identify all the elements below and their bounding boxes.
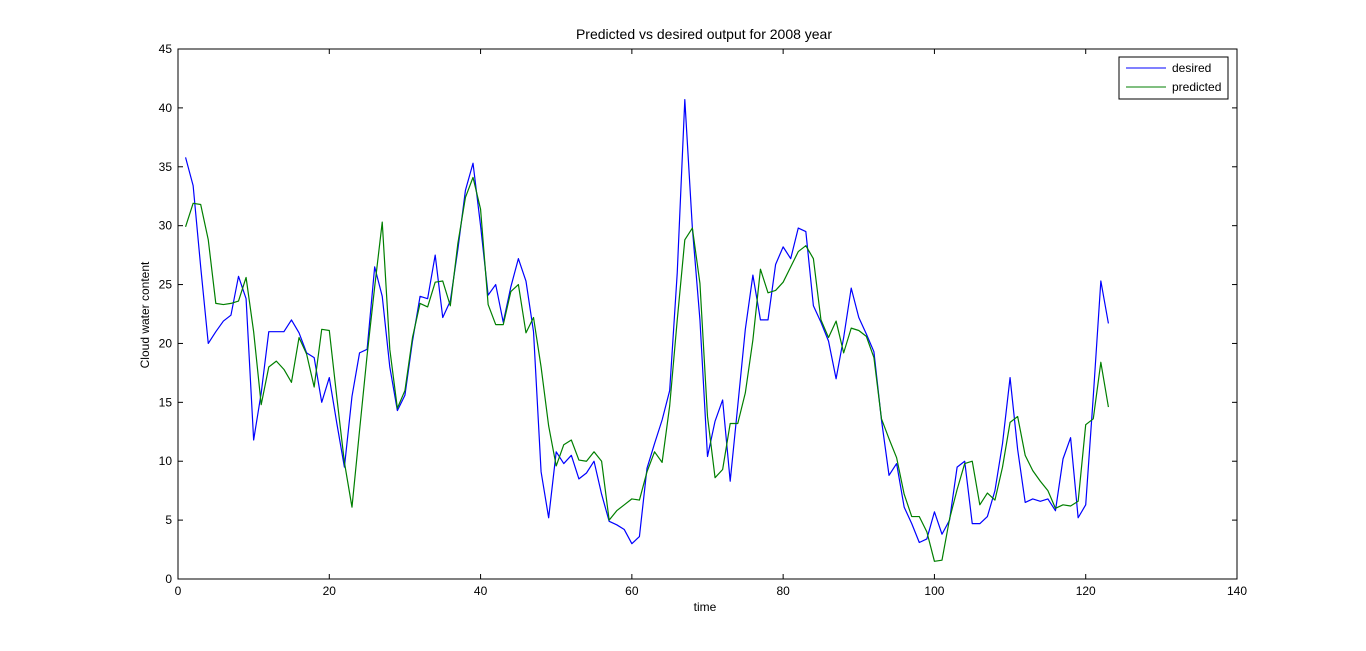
y-tick-label: 0	[165, 572, 172, 586]
y-tick-label: 30	[159, 219, 173, 233]
x-tick-label: 120	[1076, 584, 1096, 598]
y-tick-label: 20	[159, 336, 173, 350]
y-tick-label: 35	[159, 160, 173, 174]
chart-title: Predicted vs desired output for 2008 yea…	[576, 26, 832, 42]
y-tick-label: 15	[159, 395, 173, 409]
y-tick-label: 45	[159, 42, 173, 56]
series-lines	[184, 99, 1110, 562]
y-tick-label: 5	[165, 513, 172, 527]
y-axis-label: Cloud water content	[138, 261, 152, 368]
legend-label-desired: desired	[1172, 61, 1211, 75]
plot-frame	[177, 48, 1238, 580]
legend: desired predicted	[1118, 56, 1229, 100]
legend-label-predicted: predicted	[1172, 80, 1221, 94]
y-tick-label: 25	[159, 278, 173, 292]
x-tick-label: 100	[924, 584, 944, 598]
x-tick-label: 80	[776, 584, 790, 598]
x-tick-label: 140	[1227, 584, 1247, 598]
y-tick-label: 40	[159, 101, 173, 115]
y-tick-label: 10	[159, 454, 173, 468]
series-line-predicted	[184, 176, 1110, 562]
x-axis-label: time	[694, 600, 717, 614]
legend-box	[1118, 56, 1229, 100]
series-line-desired	[184, 99, 1110, 545]
x-tick-label: 20	[323, 584, 337, 598]
x-tick-label: 40	[474, 584, 488, 598]
x-tick-label: 0	[175, 584, 182, 598]
x-tick-label: 60	[625, 584, 639, 598]
axis-ticks: 0 20 40 60 80 100 120 140 0 5 10 15 20 25 30 35 40 45	[159, 42, 1248, 598]
plot-area	[178, 49, 1237, 579]
